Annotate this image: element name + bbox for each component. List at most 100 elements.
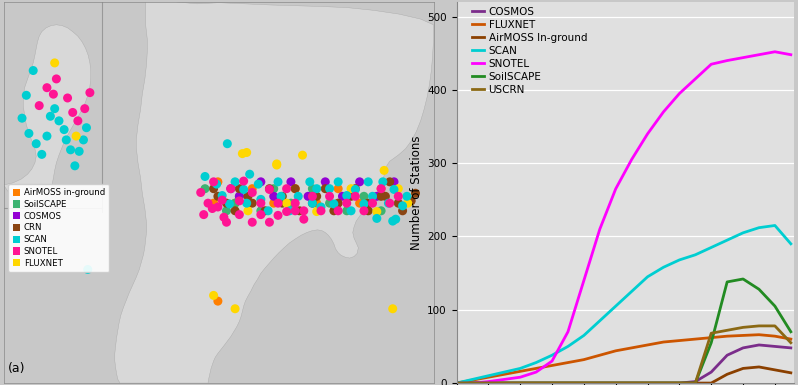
COSMOS xyxy=(770,344,780,349)
Point xyxy=(341,200,354,206)
Point xyxy=(233,186,246,192)
USCRN xyxy=(754,323,764,328)
Point xyxy=(349,193,361,199)
AirMOSS In-ground xyxy=(563,381,573,385)
SCAN xyxy=(516,366,525,371)
SCAN xyxy=(738,231,748,235)
Point xyxy=(255,208,267,214)
FLUXNET xyxy=(690,337,700,341)
Point xyxy=(323,186,336,192)
Point xyxy=(252,181,265,187)
Point xyxy=(383,179,396,185)
AirMOSS In-ground xyxy=(547,381,557,385)
SNOTEL xyxy=(563,330,573,334)
USCRN xyxy=(563,381,573,385)
Point xyxy=(246,189,259,196)
SCAN xyxy=(484,373,493,378)
Point xyxy=(280,209,293,215)
COSMOS xyxy=(484,381,493,385)
Point xyxy=(396,203,409,209)
Point xyxy=(246,200,259,206)
Point xyxy=(271,200,284,206)
Point xyxy=(298,216,310,222)
Y-axis label: Number of Stations: Number of Stations xyxy=(410,135,423,250)
AirMOSS In-ground xyxy=(500,381,509,385)
Point xyxy=(283,208,296,214)
Point xyxy=(30,141,42,147)
USCRN xyxy=(658,381,668,385)
Point xyxy=(392,186,405,192)
Point xyxy=(41,133,53,139)
USCRN xyxy=(738,325,748,330)
Point xyxy=(379,193,392,199)
Point xyxy=(361,200,374,206)
Point xyxy=(53,118,65,124)
Line: FLUXNET: FLUXNET xyxy=(456,335,791,383)
AirMOSS In-ground xyxy=(531,381,541,385)
Point xyxy=(84,90,97,96)
COSMOS xyxy=(611,381,621,385)
SoilSCAPE xyxy=(738,277,748,281)
USCRN xyxy=(611,381,621,385)
Point xyxy=(221,141,234,147)
Point xyxy=(280,186,293,192)
Point xyxy=(280,200,293,206)
Point xyxy=(310,200,323,206)
Point xyxy=(401,200,414,206)
Point xyxy=(396,208,409,214)
FLUXNET xyxy=(579,357,589,362)
SCAN xyxy=(468,377,477,382)
Point xyxy=(242,200,255,206)
USCRN xyxy=(786,340,796,345)
Point xyxy=(319,179,332,185)
FLUXNET xyxy=(627,346,637,350)
Point xyxy=(386,306,399,312)
Point xyxy=(215,197,228,203)
Point xyxy=(383,200,396,206)
FLUXNET xyxy=(738,333,748,338)
Point xyxy=(389,216,402,222)
AirMOSS In-ground xyxy=(468,381,477,385)
Point xyxy=(22,131,35,137)
SoilSCAPE xyxy=(484,381,493,385)
Point xyxy=(263,186,276,192)
SCAN xyxy=(770,223,780,228)
SCAN xyxy=(579,333,589,338)
Point xyxy=(358,208,370,214)
Point xyxy=(206,206,219,212)
Point xyxy=(345,208,358,214)
Polygon shape xyxy=(4,25,91,203)
Text: (a): (a) xyxy=(8,362,26,375)
FLUXNET xyxy=(500,372,509,377)
Point xyxy=(224,186,237,192)
Point xyxy=(271,161,283,167)
USCRN xyxy=(500,381,509,385)
SCAN xyxy=(690,253,700,257)
COSMOS xyxy=(642,381,652,385)
Point xyxy=(306,200,318,206)
AirMOSS In-ground xyxy=(722,372,732,377)
AirMOSS In-ground xyxy=(738,366,748,371)
SNOTEL xyxy=(468,381,477,385)
Point xyxy=(276,193,289,199)
Point xyxy=(375,193,388,199)
COSMOS xyxy=(563,381,573,385)
Point xyxy=(358,193,370,199)
Point xyxy=(16,115,29,121)
SNOTEL xyxy=(452,381,461,385)
USCRN xyxy=(642,381,652,385)
FLUXNET xyxy=(531,366,541,371)
Point xyxy=(20,92,33,99)
Point xyxy=(218,214,231,220)
SCAN xyxy=(674,258,684,262)
AirMOSS In-ground xyxy=(754,365,764,369)
FLUXNET xyxy=(754,332,764,337)
Point xyxy=(49,60,61,66)
Point xyxy=(306,200,318,206)
SoilSCAPE xyxy=(722,280,732,284)
COSMOS xyxy=(468,381,477,385)
SNOTEL xyxy=(706,62,716,67)
Point xyxy=(271,212,284,218)
USCRN xyxy=(516,381,525,385)
FLUXNET xyxy=(706,335,716,340)
